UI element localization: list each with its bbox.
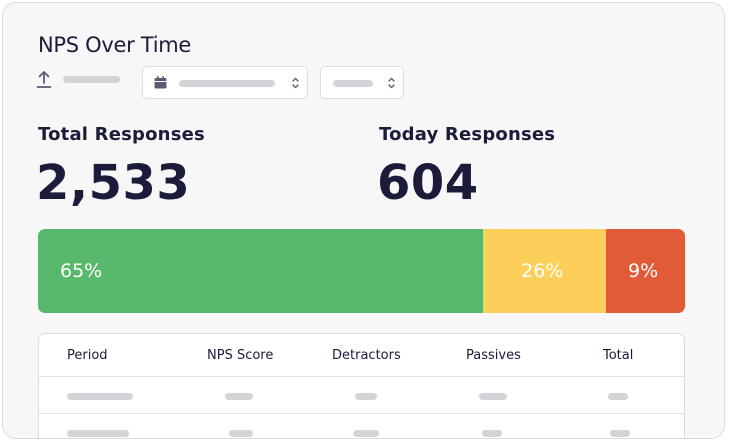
header-divider [39,376,684,377]
interval-select[interactable] [320,66,404,99]
column-header-period[interactable]: Period [67,348,108,363]
column-header-passives[interactable]: Passives [466,348,521,363]
column-header-nps-score[interactable]: NPS Score [207,348,274,363]
calendar-icon [154,76,167,89]
total-responses-label: Total Responses [38,124,205,145]
row-cell-placeholder [229,430,253,437]
promoters-segment: 65% [38,229,484,313]
date-range-placeholder [179,80,275,87]
page-title: NPS Over Time [38,33,192,57]
nps-card: NPS Over Time Total Responses 2,533 Toda… [2,2,725,439]
row-cell-placeholder [482,430,502,437]
row-cell-placeholder [225,393,253,400]
date-range-select[interactable] [142,66,308,99]
row-divider [39,413,684,414]
passives-percent: 26% [521,260,564,282]
nps-distribution-bar: 65% 26% 9% [38,229,685,313]
interval-placeholder [333,80,373,87]
row-cell-placeholder [479,393,507,400]
total-responses-value: 2,533 [36,155,191,211]
detractors-segment: 9% [606,229,685,313]
nps-table: Period NPS Score Detractors Passives Tot… [38,333,685,438]
passives-segment: 26% [483,229,607,313]
today-responses-value: 604 [377,155,479,211]
row-cell-placeholder [67,393,133,400]
row-cell-placeholder [608,393,628,400]
column-header-total[interactable]: Total [603,348,634,363]
export-label-placeholder[interactable] [63,76,120,83]
promoters-percent: 65% [60,260,103,282]
row-cell-placeholder [610,430,630,437]
column-header-detractors[interactable]: Detractors [332,348,401,363]
row-cell-placeholder [67,430,129,437]
row-cell-placeholder [353,430,379,437]
chevron-updown-icon [292,77,299,89]
today-responses-label: Today Responses [379,124,556,145]
upload-icon[interactable] [36,70,52,90]
row-cell-placeholder [355,393,377,400]
chevron-updown-icon [388,77,395,89]
detractors-percent: 9% [628,260,659,282]
